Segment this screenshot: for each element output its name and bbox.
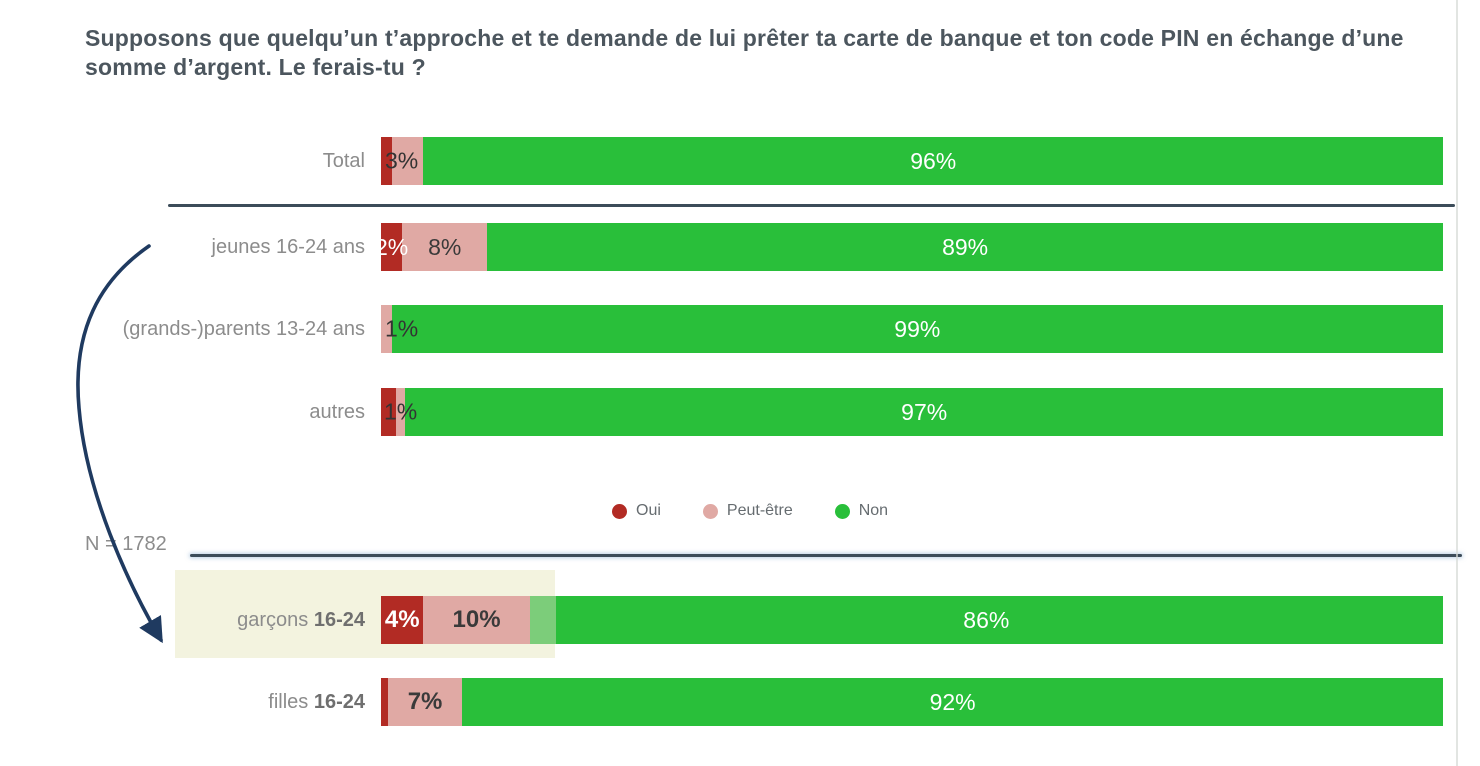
legend-label: Oui: [636, 502, 661, 519]
stacked-bar: 97% 1%: [381, 388, 1443, 436]
category-label: garçons 16-24: [237, 609, 365, 631]
bar-segment-non: 99%: [391, 305, 1443, 353]
data-label: 97%: [901, 398, 948, 425]
category-label: (grands-)parents 13-24 ans: [122, 318, 365, 340]
bar-segment-oui: 4%: [381, 596, 424, 644]
bar-row: autres 97% 1%: [0, 388, 1462, 436]
bar-segment-oui: [381, 137, 392, 185]
bar-segment-non: 92%: [462, 678, 1443, 726]
data-label: 7%: [407, 688, 443, 715]
bar-segment-peut_etre: [381, 305, 392, 353]
bar-segment-peut_etre: 8%: [402, 223, 488, 271]
data-label: 10%: [452, 606, 501, 633]
category-label: filles 16-24: [268, 691, 365, 713]
page-edge-line: [1456, 0, 1458, 766]
category-label: autres: [309, 401, 365, 423]
bar-segment-oui: [381, 388, 396, 436]
bar-segment-non: 89%: [487, 223, 1443, 271]
bar-row: Total 96% 3%: [0, 137, 1462, 185]
divider-top: [168, 204, 1455, 207]
data-label: 86%: [963, 606, 1010, 633]
category-label: Total: [322, 150, 365, 172]
stacked-bar: 7% 92%: [381, 678, 1443, 726]
sample-size-label: N = 1782: [85, 533, 167, 555]
bar-segment-peut_etre: 10%: [423, 596, 530, 644]
category-label: jeunes 16-24 ans: [211, 236, 365, 258]
legend-item-oui: Oui: [612, 502, 661, 520]
stacked-bar: 2% 8% 89%: [375, 223, 1443, 271]
legend-item-non: Non: [834, 502, 889, 520]
data-label: 92%: [929, 688, 976, 715]
bar-segment-oui: 2%: [375, 223, 408, 271]
data-label-overlay: 1%: [384, 398, 418, 425]
bar-segment-non: 96%: [423, 137, 1443, 185]
data-label: 99%: [894, 315, 941, 342]
bar-row: filles 16-24 7% 92%: [0, 678, 1462, 726]
legend-item-peut-tre: Peut-être: [702, 502, 793, 520]
legend-label: Peut-être: [726, 502, 793, 519]
data-label-overlay: 3%: [385, 147, 419, 174]
bar-row: jeunes 16-24 ans 2% 8% 89%: [0, 223, 1462, 271]
bar-row: garçons 16-24 4% 10% 86%: [0, 596, 1462, 644]
legend-label: Non: [858, 502, 889, 519]
bar-segment-non: 97%: [405, 388, 1443, 436]
stacked-bar: 99% 1%: [381, 305, 1443, 353]
bar-segment-non: 86%: [529, 596, 1443, 644]
bar-segment-peut_etre: [395, 388, 406, 436]
bar-segment-peut_etre: 7%: [387, 678, 463, 726]
data-label: 2%: [375, 233, 409, 260]
legend-dot-icon: [702, 503, 718, 519]
data-label: 89%: [942, 233, 989, 260]
bar-row: (grands-)parents 13-24 ans 99% 1%: [0, 305, 1462, 353]
legend: Oui Peut-être Non: [612, 502, 888, 520]
data-label-overlay: 1%: [385, 315, 419, 342]
bar-segment-peut_etre: [391, 137, 424, 185]
legend-dot-icon: [834, 503, 850, 519]
legend-dot-icon: [612, 503, 627, 519]
divider-bottom: [190, 554, 1462, 557]
chart-title: Supposons que quelqu’un t’approche et te…: [85, 25, 1404, 81]
stacked-bar: 4% 10% 86%: [381, 596, 1443, 644]
bar-segment-oui: [381, 678, 388, 726]
data-label: 96%: [910, 147, 957, 174]
data-label: 8%: [428, 233, 462, 260]
stacked-bar: 96% 3%: [381, 137, 1443, 185]
data-label: 4%: [384, 606, 420, 633]
